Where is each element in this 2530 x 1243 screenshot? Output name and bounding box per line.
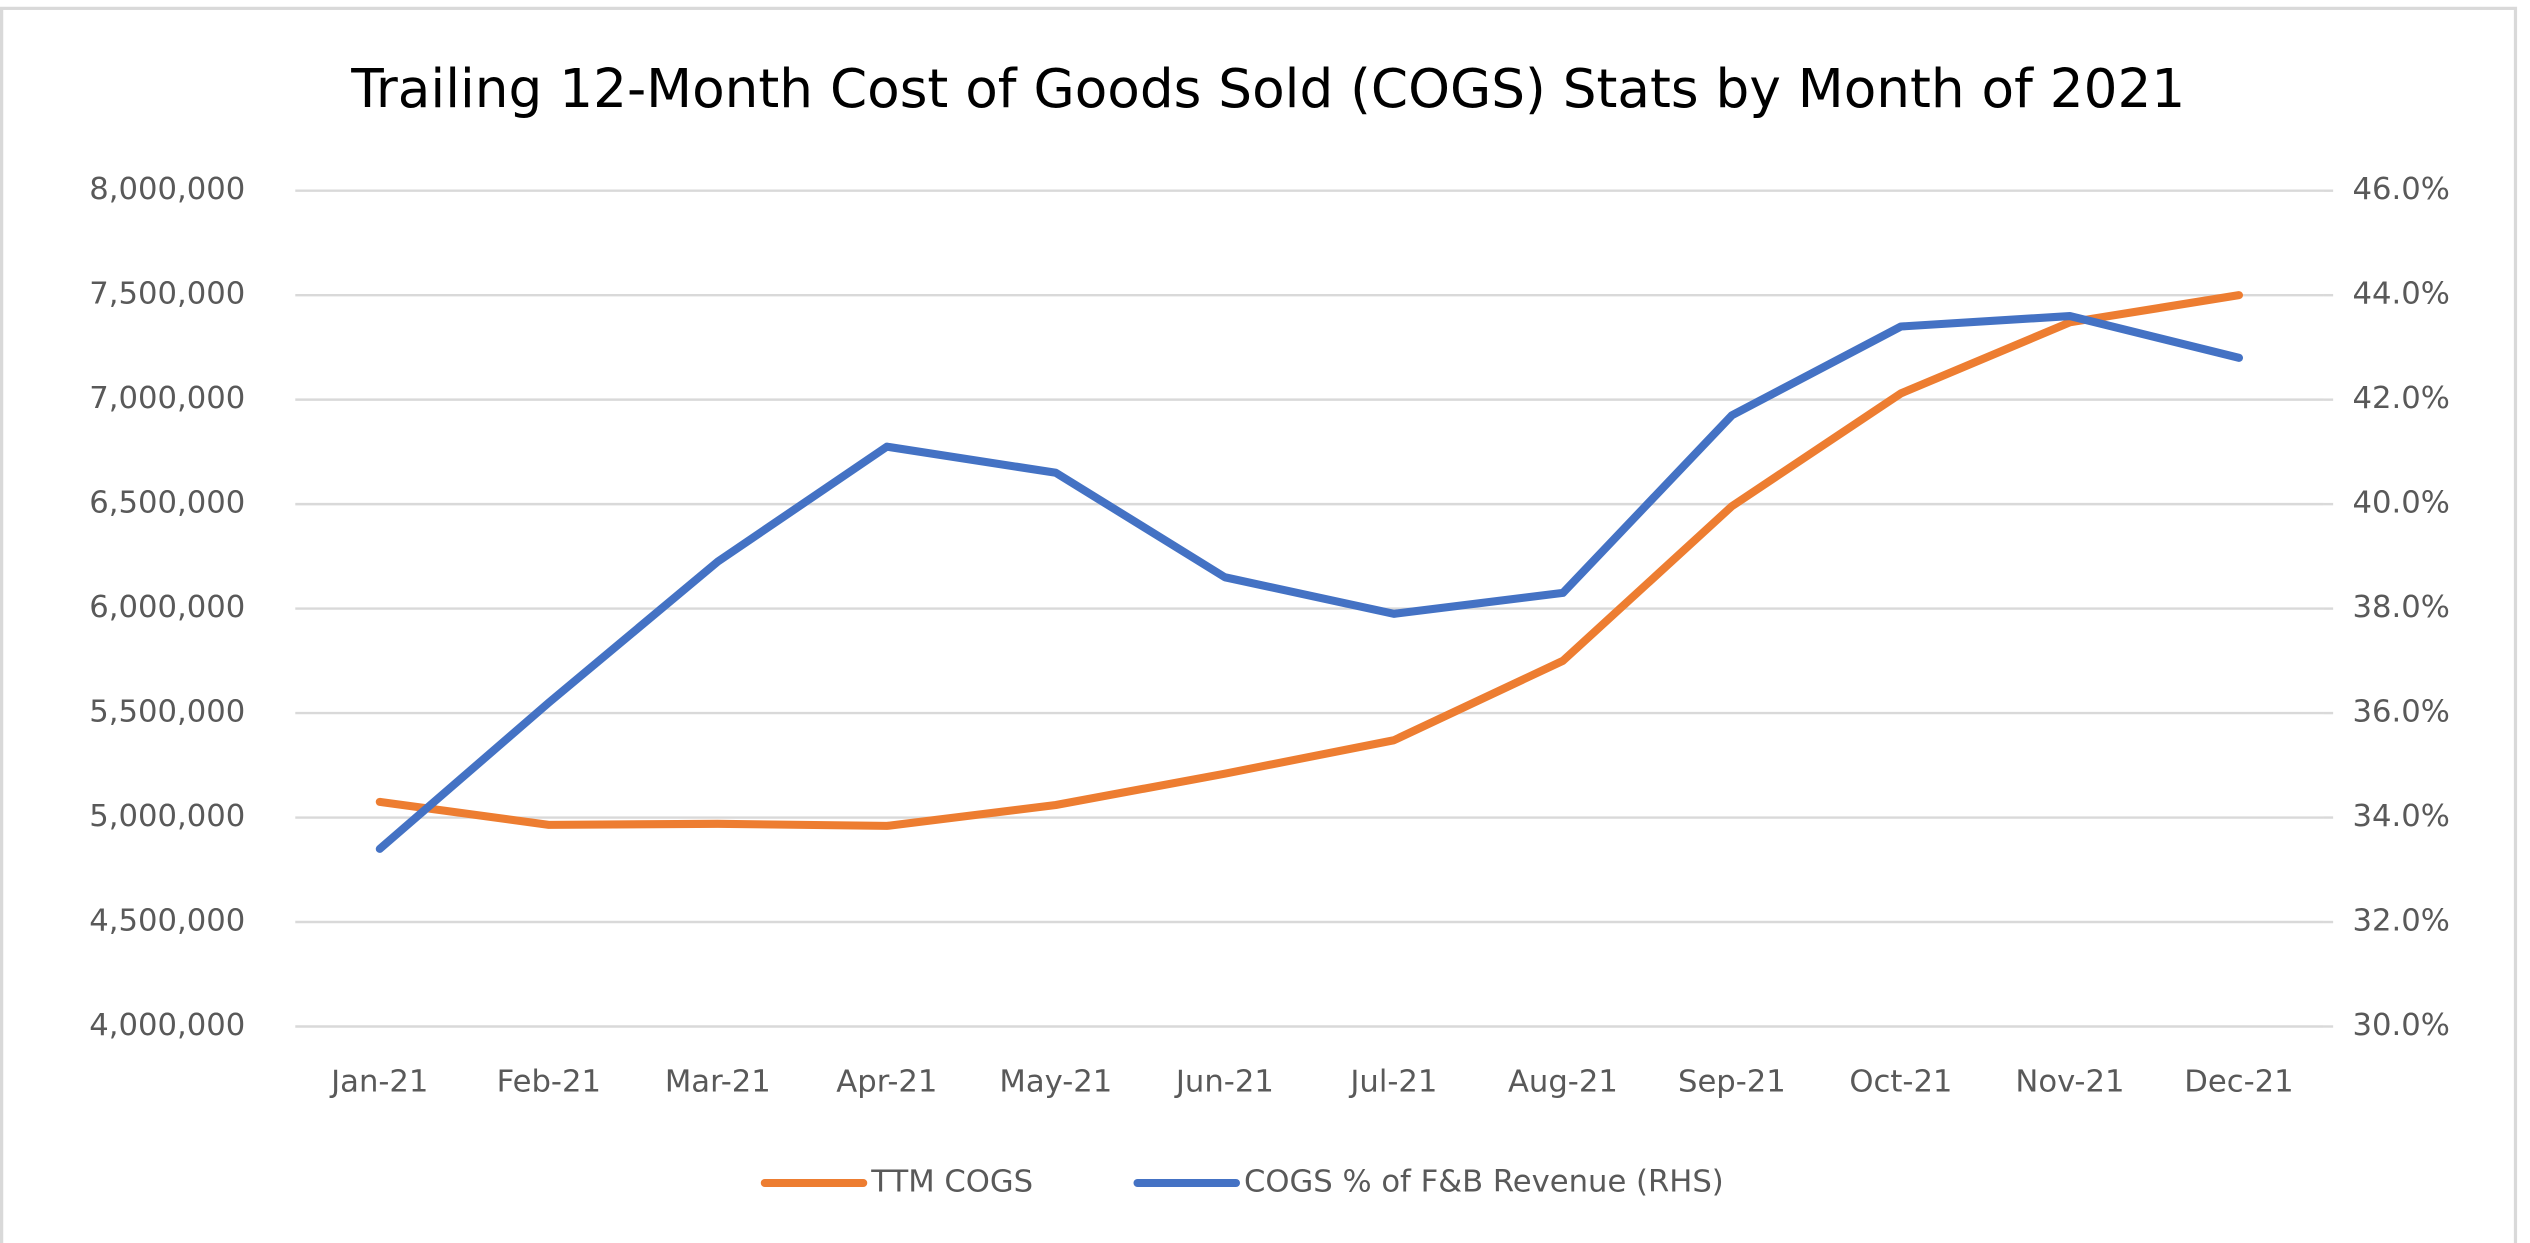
x-tick-label: Oct-21 [1849,1064,1952,1099]
y-tick-label: 5,000,000 [89,799,245,834]
y2-tick-label: 36.0% [2353,695,2450,730]
x-tick-label: Nov-21 [2015,1064,2124,1099]
x-tick-label: Dec-21 [2184,1064,2293,1099]
x-tick-label: Apr-21 [836,1064,937,1099]
y-tick-label: 6,500,000 [89,486,245,521]
y-tick-label: 7,500,000 [89,277,245,312]
x-tick-label: Feb-21 [497,1064,601,1099]
legend-label: COGS % of F&B Revenue (RHS) [1244,1165,1724,1200]
y2-tick-label: 34.0% [2353,799,2450,834]
x-tick-label: Jan-21 [329,1064,428,1099]
series-line [375,312,2244,853]
y-tick-label: 4,000,000 [89,1008,245,1043]
y2-tick-label: 42.0% [2353,381,2450,416]
y2-tick-label: 40.0% [2353,486,2450,521]
y2-tick-label: 30.0% [2353,1008,2450,1043]
x-tick-label: Jul-21 [1348,1064,1437,1099]
legend-label: TTM COGS [870,1165,1033,1200]
y-tick-label: 4,500,000 [89,904,245,939]
x-tick-label: Mar-21 [665,1064,771,1099]
x-tick-label: Jun-21 [1174,1064,1274,1099]
y-tick-label: 8,000,000 [89,172,245,207]
y2-tick-label: 44.0% [2353,277,2450,312]
series-line [375,291,2244,830]
x-tick-label: Aug-21 [1508,1064,1618,1099]
chart-frame [0,6,2518,1243]
y-tick-label: 6,000,000 [89,590,245,625]
y-tick-label: 5,500,000 [89,695,245,730]
chart-title: Trailing 12-Month Cost of Goods Sold (CO… [350,58,2185,120]
y2-tick-label: 32.0% [2353,904,2450,939]
x-tick-label: May-21 [999,1064,1112,1099]
y-tick-label: 7,000,000 [89,381,245,416]
x-tick-label: Sep-21 [1678,1064,1786,1099]
y2-tick-label: 46.0% [2353,172,2450,207]
y2-tick-label: 38.0% [2353,590,2450,625]
